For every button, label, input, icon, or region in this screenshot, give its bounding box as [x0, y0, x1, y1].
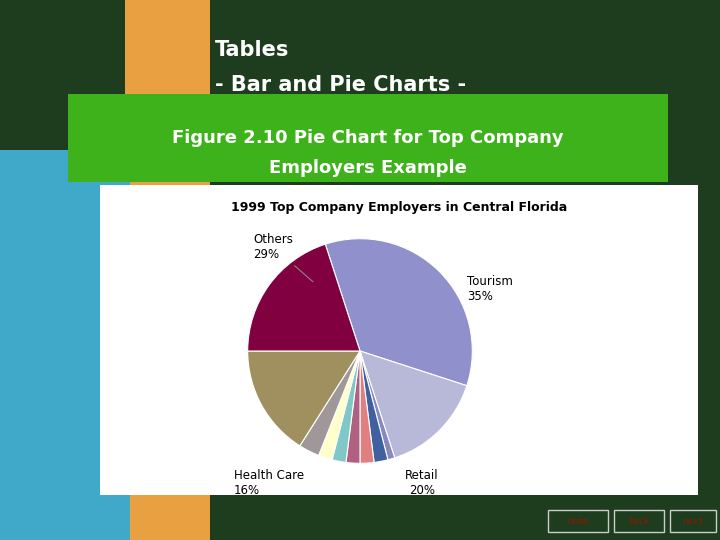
Bar: [614, 510, 664, 532]
Wedge shape: [360, 351, 374, 463]
Text: home: home: [567, 516, 589, 525]
Text: Figure 2.10 Pie Chart for Top Company: Figure 2.10 Pie Chart for Top Company: [172, 129, 564, 147]
Wedge shape: [360, 351, 467, 458]
Bar: [125, 0, 210, 540]
Text: Tables: Tables: [215, 40, 289, 60]
Bar: [100, 185, 698, 495]
Text: 1999 Top Company Employers in Central Florida: 1999 Top Company Employers in Central Fl…: [231, 201, 567, 214]
Text: back: back: [629, 516, 649, 525]
Wedge shape: [332, 351, 360, 462]
Bar: [0, 150, 130, 540]
Text: Health Care
16%: Health Care 16%: [233, 469, 304, 497]
Text: Tourism
35%: Tourism 35%: [467, 275, 513, 303]
Text: - Bar and Pie Charts -: - Bar and Pie Charts -: [215, 75, 466, 95]
Wedge shape: [360, 351, 395, 460]
Text: Employers Example: Employers Example: [269, 159, 467, 177]
Text: Retail
20%: Retail 20%: [405, 469, 438, 497]
Text: next: next: [683, 516, 703, 525]
Bar: [68, 94, 668, 182]
Wedge shape: [325, 239, 472, 386]
Wedge shape: [300, 351, 360, 455]
Wedge shape: [248, 351, 360, 446]
Wedge shape: [248, 244, 360, 351]
Bar: [670, 510, 716, 532]
Wedge shape: [360, 351, 388, 462]
Wedge shape: [319, 351, 360, 460]
Text: Others
29%: Others 29%: [253, 233, 313, 282]
Bar: [548, 510, 608, 532]
Wedge shape: [346, 351, 360, 463]
